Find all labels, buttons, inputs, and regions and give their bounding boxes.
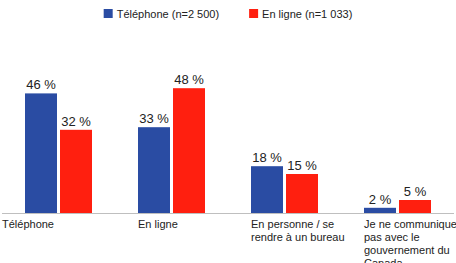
category-line: Je ne communique xyxy=(364,218,456,230)
category-line: pas avec le xyxy=(364,231,420,243)
data-label: 48 % xyxy=(174,72,204,87)
data-label: 46 % xyxy=(26,77,56,92)
bar xyxy=(399,200,431,213)
bar xyxy=(173,88,205,213)
legend-label: En ligne (n=1 033) xyxy=(262,8,352,20)
category-label: Je ne communiquepas avec legouvernement … xyxy=(364,218,456,263)
legend-label: Téléphone (n=2 500) xyxy=(117,8,219,20)
bar xyxy=(25,93,57,213)
bar xyxy=(286,174,318,213)
category-line: En personne / se xyxy=(251,218,334,230)
category-label: En personne / serendre à un bureau xyxy=(251,218,345,243)
legend: Téléphone (n=2 500) En ligne (n=1 033) xyxy=(104,8,353,20)
category-line: En ligne xyxy=(138,218,178,230)
data-label: 15 % xyxy=(287,158,317,173)
category-line: gouvernement du xyxy=(364,244,450,256)
data-label: 32 % xyxy=(61,114,91,129)
legend-swatch xyxy=(249,9,258,18)
category-line: Téléphone xyxy=(2,218,54,230)
data-label: 33 % xyxy=(139,111,169,126)
category-label: Téléphone xyxy=(2,218,54,230)
chart: 46 % 33 % 18 % 2 % 32 % 48 % 15 % 5 % Téléphone E… xyxy=(0,0,456,263)
data-label: 5 % xyxy=(404,184,427,199)
data-labels: 46 % 33 % 18 % 2 % 32 % 48 % 15 % 5 % xyxy=(26,72,426,207)
bar xyxy=(60,130,92,213)
bar xyxy=(138,127,170,213)
bar xyxy=(251,166,283,213)
data-label: 18 % xyxy=(252,150,282,165)
bar xyxy=(364,208,396,213)
legend-swatch xyxy=(104,9,113,18)
category-label: En ligne xyxy=(138,218,178,230)
category-line: Canada xyxy=(364,257,403,263)
x-axis xyxy=(2,213,454,214)
data-label: 2 % xyxy=(369,192,392,207)
category-line: rendre à un bureau xyxy=(251,231,345,243)
bars xyxy=(25,88,431,213)
